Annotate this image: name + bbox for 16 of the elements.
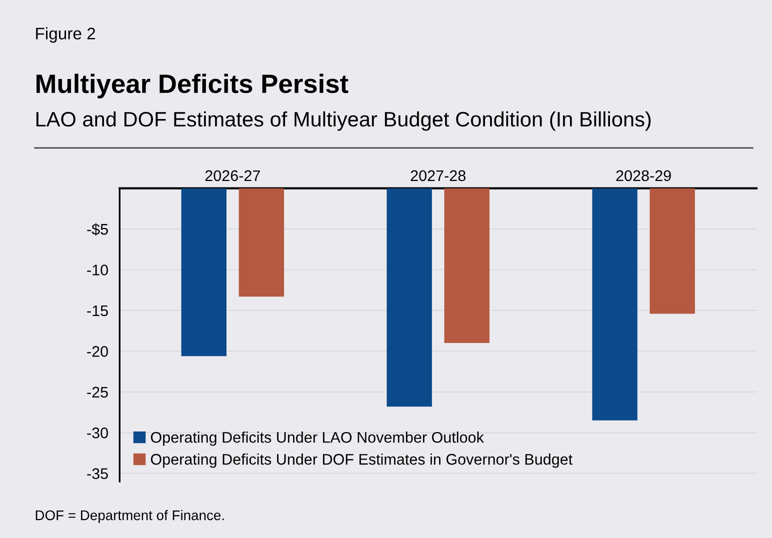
chart-title: Multiyear Deficits Persist — [36, 74, 348, 98]
y-tick-label: -$5 — [87, 223, 108, 236]
y-tick-label: -35 — [87, 468, 108, 480]
y-tick-label: -25 — [87, 386, 108, 398]
legend-label: Operating Deficits Under DOF Estimates in Governor's Budget — [150, 454, 572, 468]
y-tick-label: -20 — [87, 346, 108, 357]
x-tick-label: 2028-29 — [616, 170, 671, 182]
x-tick-label: 2027-28 — [410, 170, 466, 182]
text: DOF = Department of Finance. — [36, 510, 224, 523]
chart-subtitle: LAO and DOF Estimates of Multiyear Budget Condition (In Billions) — [36, 111, 651, 131]
x-tick-label: 2026-27 — [205, 170, 260, 182]
y-tick-label: -10 — [87, 264, 108, 276]
caption: Figure 2 — [36, 27, 96, 43]
y-tick-label: -15 — [87, 305, 108, 316]
y-tick-label: -30 — [87, 428, 108, 438]
legend-label: Operating Deficits Under LAO November Outlook — [150, 432, 484, 446]
